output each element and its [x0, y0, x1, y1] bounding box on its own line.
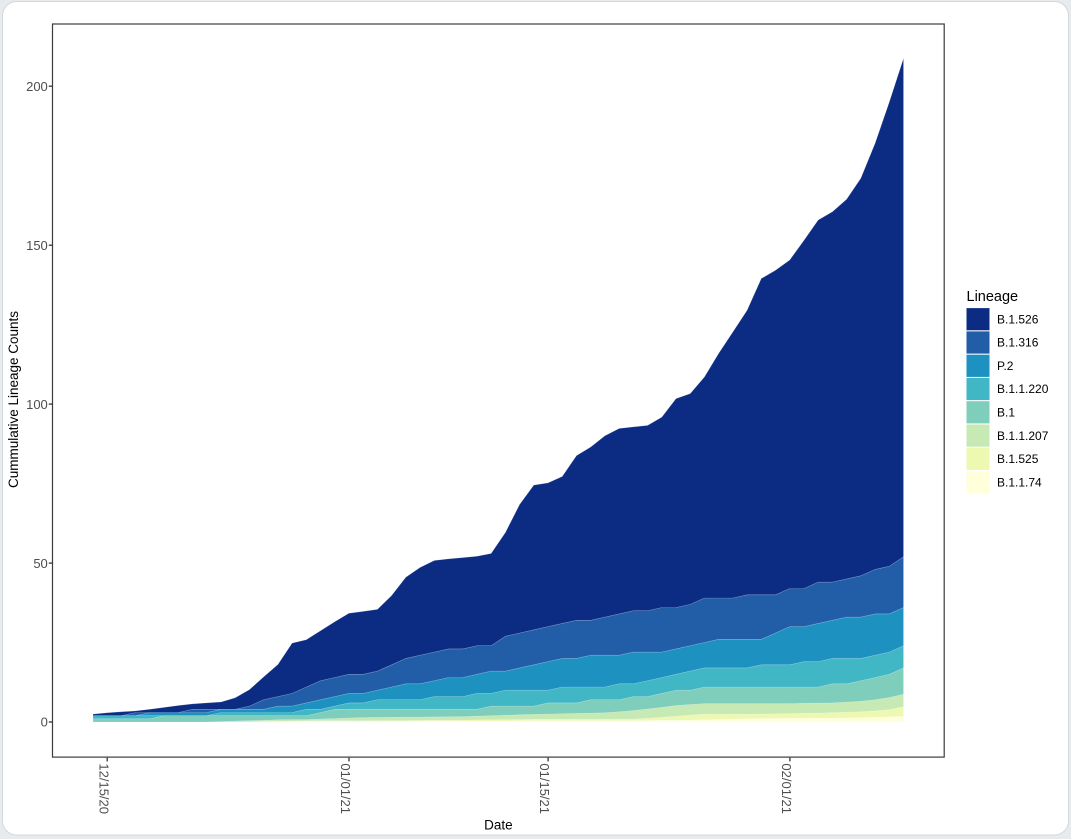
svg-text:P.2: P.2: [997, 359, 1014, 373]
svg-text:50: 50: [33, 556, 47, 571]
svg-text:B.1.316: B.1.316: [997, 336, 1039, 350]
svg-text:B.1.525: B.1.525: [997, 452, 1039, 466]
svg-text:B.1.1.207: B.1.1.207: [997, 429, 1049, 443]
svg-text:01/15/21: 01/15/21: [537, 763, 552, 814]
svg-text:200: 200: [26, 79, 48, 94]
svg-text:0: 0: [41, 715, 48, 730]
svg-text:Lineage: Lineage: [967, 289, 1019, 305]
svg-text:01/01/21: 01/01/21: [338, 763, 353, 814]
svg-text:B.1.1.220: B.1.1.220: [997, 382, 1049, 396]
svg-text:B.1: B.1: [997, 406, 1015, 420]
svg-text:B.1.526: B.1.526: [997, 312, 1039, 326]
svg-text:100: 100: [26, 397, 48, 412]
svg-text:B.1.1.74: B.1.1.74: [997, 475, 1042, 489]
svg-text:12/15/20: 12/15/20: [96, 763, 111, 814]
svg-text:Cummulative Lineage Counts: Cummulative Lineage Counts: [6, 311, 21, 488]
svg-text:Date: Date: [484, 818, 513, 833]
svg-text:02/01/21: 02/01/21: [779, 763, 794, 814]
svg-text:150: 150: [26, 238, 48, 253]
